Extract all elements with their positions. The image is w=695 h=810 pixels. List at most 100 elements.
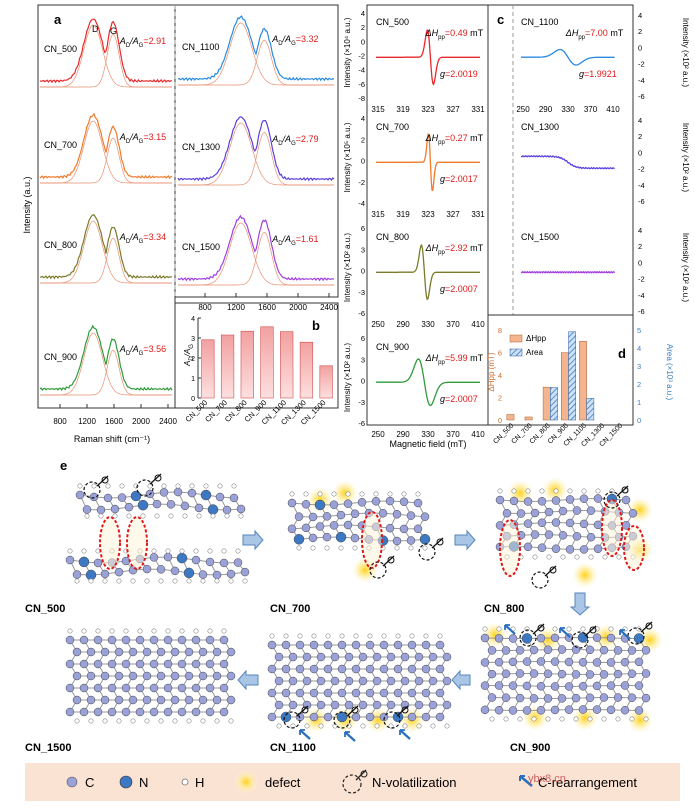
epr-ytick-label: -6 [358, 80, 365, 89]
panel-c-xlabel: Magnetic field (mT) [389, 439, 466, 449]
epr-sample-label: CN_1500 [521, 232, 559, 242]
epr-ytick-label: -3 [358, 288, 365, 297]
legend-crearr-label: C-rearrangement [538, 775, 637, 790]
d-legend-dhpp-swatch [509, 334, 523, 343]
raman-fit-g-6 [178, 231, 334, 286]
c-rearrangement-marker [504, 624, 516, 635]
epr-ytick-label: 4 [361, 9, 365, 18]
legend-c-label: C [85, 775, 94, 790]
raman-trace-3 [39, 324, 173, 392]
legend-n-icon [119, 775, 133, 789]
epr-ylabel: Intensity (×10² a.u.) [343, 343, 352, 412]
d-ytick-left: 4 [498, 371, 502, 380]
b-bar-CN_1500 [319, 365, 333, 399]
epr-ytick-label: -6 [358, 309, 365, 318]
legend-defect-icon [234, 770, 258, 794]
b-bar-CN_700 [220, 334, 235, 399]
panel-a-right-frame [174, 4, 339, 298]
highlight-region [601, 499, 623, 557]
raman-sample-label: CN_800 [44, 240, 77, 250]
epr-xtick-label: 410 [471, 430, 485, 439]
epr-ytick-label: -3 [358, 398, 365, 407]
epr-ytick-label: 0 [361, 267, 365, 276]
raman-fit-g-3 [40, 349, 172, 396]
epr-ytick-label: -4 [358, 199, 365, 208]
epr-ytick-label-right: -4 [638, 76, 645, 85]
epr-xtick-label: 315 [371, 210, 385, 219]
epr-ytick-label-right: 2 [638, 27, 642, 36]
d-bar-dhpp-CN_500 [506, 414, 515, 421]
tick-label: 2400 [159, 417, 177, 426]
defect-site [627, 707, 653, 733]
tick-label: 1600 [258, 303, 276, 312]
epr-xtick-label: 370 [584, 105, 598, 114]
epr-ytick-label-right: -4 [638, 291, 645, 300]
epr-ylabel: Intensity (×10² a.u.) [343, 233, 352, 302]
epr-trace-CN_1300 [520, 154, 615, 170]
epr-xtick-label: 319 [396, 210, 410, 219]
scheme-label-cn900: CN_900 [510, 742, 550, 754]
epr-ylabel: Intensity (×10⁵ a.u.) [343, 122, 352, 192]
panel-c-label: c [497, 12, 504, 27]
highlight-region [361, 511, 383, 569]
raman-fit-g-2 [40, 237, 172, 284]
defect-site [332, 480, 358, 506]
epr-ytick-label-right: -2 [638, 275, 645, 284]
raman-fit-g-1 [40, 137, 172, 184]
epr-ytick-label: 6 [361, 224, 365, 233]
panel-c-right-frame [487, 4, 634, 316]
d-ytick-right: 1 [637, 398, 641, 407]
epr-xtick-label: 315 [371, 105, 385, 114]
epr-sample-label: CN_1100 [521, 17, 558, 27]
d-ytick-left: 6 [498, 349, 502, 358]
legend-bar [25, 763, 680, 801]
raman-spectra: CN_500 AD/AG=2.91 CN_700 AD/AG=3.15 CN_800 AD… [39, 15, 335, 396]
epr-ytick-label: 4 [361, 114, 365, 123]
raman-sample-label: CN_1500 [182, 242, 220, 252]
panel-e: e CN_500 CN_700 CN_800 CN_900 CN_1100 CN… [25, 458, 680, 801]
tick-label: 1200 [227, 303, 245, 312]
raman-trace-6 [177, 214, 335, 282]
carbon-nitride-sheet [267, 633, 452, 729]
d-ylabel-right: Area (×10³ a.u.) [665, 344, 674, 401]
d-ytick-right: 2 [637, 380, 641, 389]
d-ytick-left: 0 [498, 416, 502, 425]
panel-d: d ΔHpp (mT) Area (×10³ a.u.)02468012345CN… [487, 314, 674, 448]
d-ytick-right: 5 [637, 326, 641, 335]
epr-dhpp-label: ΔHpp=0.49 mT [425, 28, 484, 41]
d-ytick-left: 2 [498, 394, 502, 403]
epr-ytick-label-right: -6 [638, 307, 645, 316]
epr-ytick-label-right: 2 [638, 242, 642, 251]
raman-fit-d-5 [178, 122, 334, 186]
panel-a-right-ticks: 800 1200 1600 2000 2400 [198, 293, 338, 312]
epr-xtick-label: 410 [471, 320, 485, 329]
epr-ytick-label: -2 [358, 52, 365, 61]
epr-ytick-label: 0 [361, 37, 365, 46]
raman-fit-d-6 [178, 222, 334, 286]
epr-xtick-label: 410 [606, 105, 620, 114]
tick-label: 1600 [105, 417, 123, 426]
b-ytick-label: 4 [191, 316, 195, 323]
epr-ytick-label-right: -2 [638, 165, 645, 174]
raman-sample-label: CN_1300 [182, 142, 220, 152]
raman-trace-1 [39, 112, 173, 180]
panel-d-chart: ΔHpp (mT) Area (×10³ a.u.)02468012345CN_5… [487, 326, 674, 448]
peak-label-d: D [92, 24, 99, 34]
n-volatilization-marker [383, 705, 409, 729]
epr-dhpp-label: ΔHpp=7.00 mT [565, 28, 624, 41]
legend-c-icon [66, 776, 78, 788]
scheme-label-cn800: CN_800 [484, 603, 524, 615]
epr-dhpp-label: ΔHpp=2.92 mT [425, 243, 484, 256]
panel-e-label: e [60, 458, 67, 473]
c-rearrangement-marker [299, 729, 311, 740]
b-bar-CN_900 [260, 326, 274, 399]
n-volatilization-marker [627, 621, 653, 645]
legend-defect-label: defect [265, 775, 301, 790]
epr-ylabel-right: Intensity (×10² a.u.) [681, 18, 690, 87]
epr-dhpp-label: ΔHpp=0.27 mT [425, 133, 484, 146]
epr-g-label: g=1.9921 [579, 69, 617, 79]
panel-a-label: a [54, 12, 62, 27]
epr-sample-label: CN_1300 [521, 122, 559, 132]
